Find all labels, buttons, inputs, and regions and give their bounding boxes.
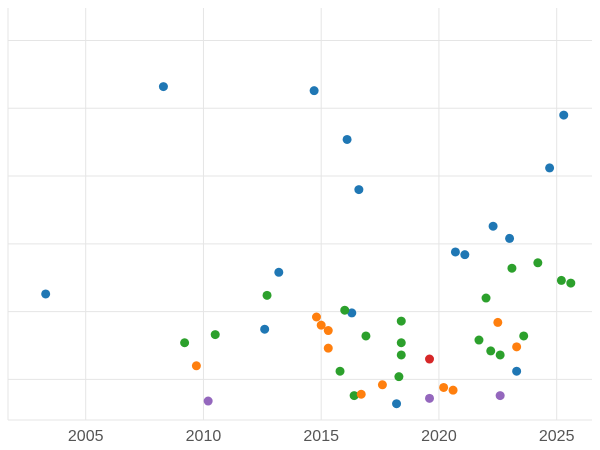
data-point-series-green: [556, 275, 566, 285]
data-point-series-orange: [493, 317, 503, 327]
data-point-series-orange: [448, 385, 458, 395]
data-point-series-green: [507, 263, 517, 273]
data-point-series-blue: [274, 267, 284, 277]
x-tick-label: 2020: [421, 428, 457, 445]
data-point-series-orange: [377, 380, 387, 390]
x-tick-label: 2025: [539, 428, 575, 445]
data-point-series-green: [519, 331, 529, 341]
data-point-series-green: [262, 290, 272, 300]
x-tick-label: 2010: [186, 428, 222, 445]
data-point-series-green: [361, 331, 371, 341]
data-point-series-green: [349, 391, 359, 401]
data-point-series-green: [474, 335, 484, 345]
data-point-series-orange: [439, 382, 449, 392]
data-point-series-blue: [354, 185, 364, 195]
data-point-series-green: [210, 330, 220, 340]
x-tick-label: 2015: [303, 428, 339, 445]
data-point-series-green: [533, 258, 543, 268]
data-point-series-blue: [347, 308, 357, 318]
data-point-series-purple: [495, 391, 505, 401]
data-point-series-orange: [191, 361, 201, 371]
data-point-series-green: [396, 350, 406, 360]
data-point-series-orange: [323, 343, 333, 353]
data-point-series-green: [396, 316, 406, 326]
data-point-series-blue: [450, 247, 460, 257]
x-tick-label: 2005: [68, 428, 104, 445]
data-point-series-purple: [203, 396, 213, 406]
data-point-series-blue: [41, 289, 51, 299]
data-point-series-orange: [323, 326, 333, 336]
data-point-series-blue: [158, 82, 168, 92]
data-point-series-green: [495, 350, 505, 360]
data-point-series-blue: [460, 250, 470, 260]
data-point-series-orange: [356, 389, 366, 399]
data-point-series-green: [566, 278, 576, 288]
data-point-series-orange: [316, 320, 326, 330]
data-point-series-blue: [545, 163, 555, 173]
data-point-series-green: [481, 293, 491, 303]
data-point-series-blue: [505, 233, 515, 243]
data-point-series-orange: [311, 312, 321, 322]
data-point-series-green: [486, 346, 496, 356]
data-point-series-green: [396, 338, 406, 348]
data-point-series-green: [394, 372, 404, 382]
data-point-series-blue: [512, 366, 522, 376]
data-point-series-blue: [488, 221, 498, 231]
data-point-series-blue: [309, 86, 319, 96]
data-point-series-purple: [425, 393, 435, 403]
data-point-series-blue: [342, 134, 352, 144]
data-point-series-blue: [392, 399, 402, 409]
data-point-series-green: [180, 338, 190, 348]
data-point-series-green: [340, 305, 350, 315]
data-point-series-green: [335, 366, 345, 376]
data-point-series-blue: [559, 110, 569, 120]
data-point-series-orange: [512, 342, 522, 352]
data-point-series-red: [425, 354, 435, 364]
data-point-series-blue: [260, 324, 270, 334]
